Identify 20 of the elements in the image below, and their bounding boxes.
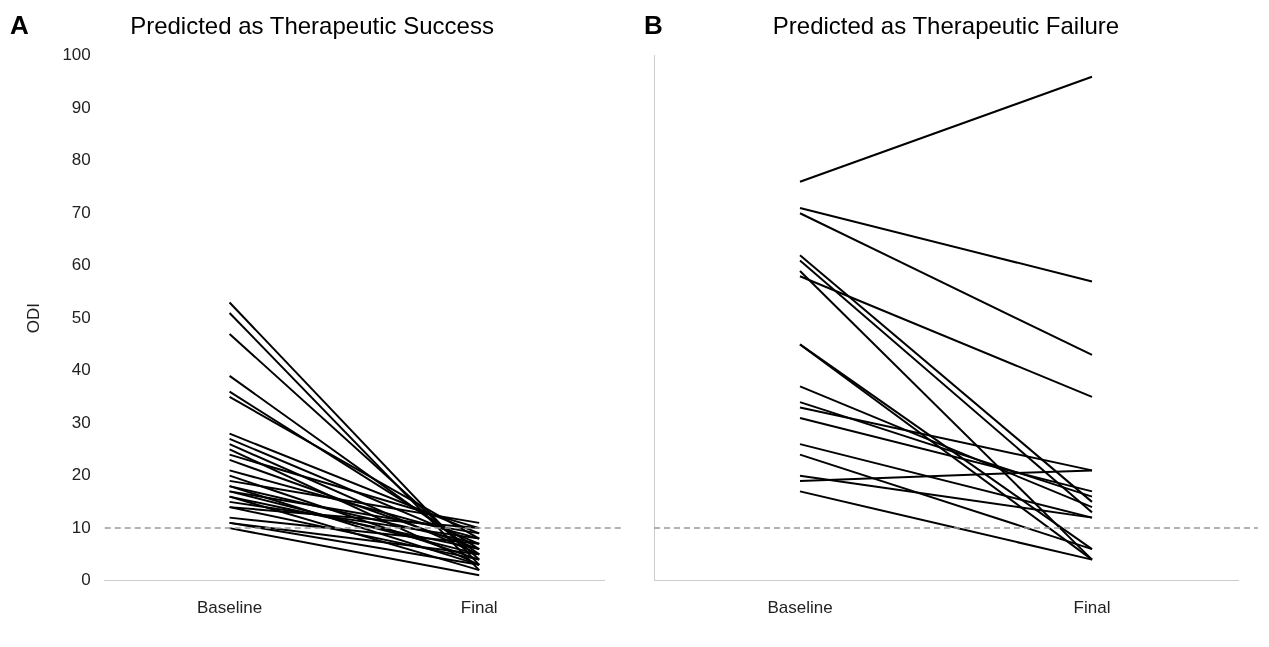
y-tick-label: 100 [62,45,91,65]
chart-title: Predicted as Therapeutic Success [130,12,494,40]
y-tick-label: 10 [71,517,91,537]
x-tick-label: Final [1073,598,1111,618]
x-tick-label: Final [460,598,498,618]
y-tick-label: 0 [81,570,91,590]
y-tick-label: 20 [71,465,91,485]
y-tick-label: 40 [71,360,91,380]
x-tick-label: Baseline [767,598,833,618]
y-tick-label: 60 [71,255,91,275]
y-tick-label: 30 [71,412,91,432]
y-tick-label: 90 [71,97,91,117]
y-axis-title: ODI [23,303,43,334]
x-tick-label: Baseline [196,598,263,618]
text: B [644,10,663,41]
y-tick-label: 50 [71,307,91,327]
chart-title: Predicted as Therapeutic Failure [772,12,1120,40]
y-tick-label: 70 [71,202,91,222]
text: A [10,10,29,41]
y-tick-label: 80 [71,150,91,170]
